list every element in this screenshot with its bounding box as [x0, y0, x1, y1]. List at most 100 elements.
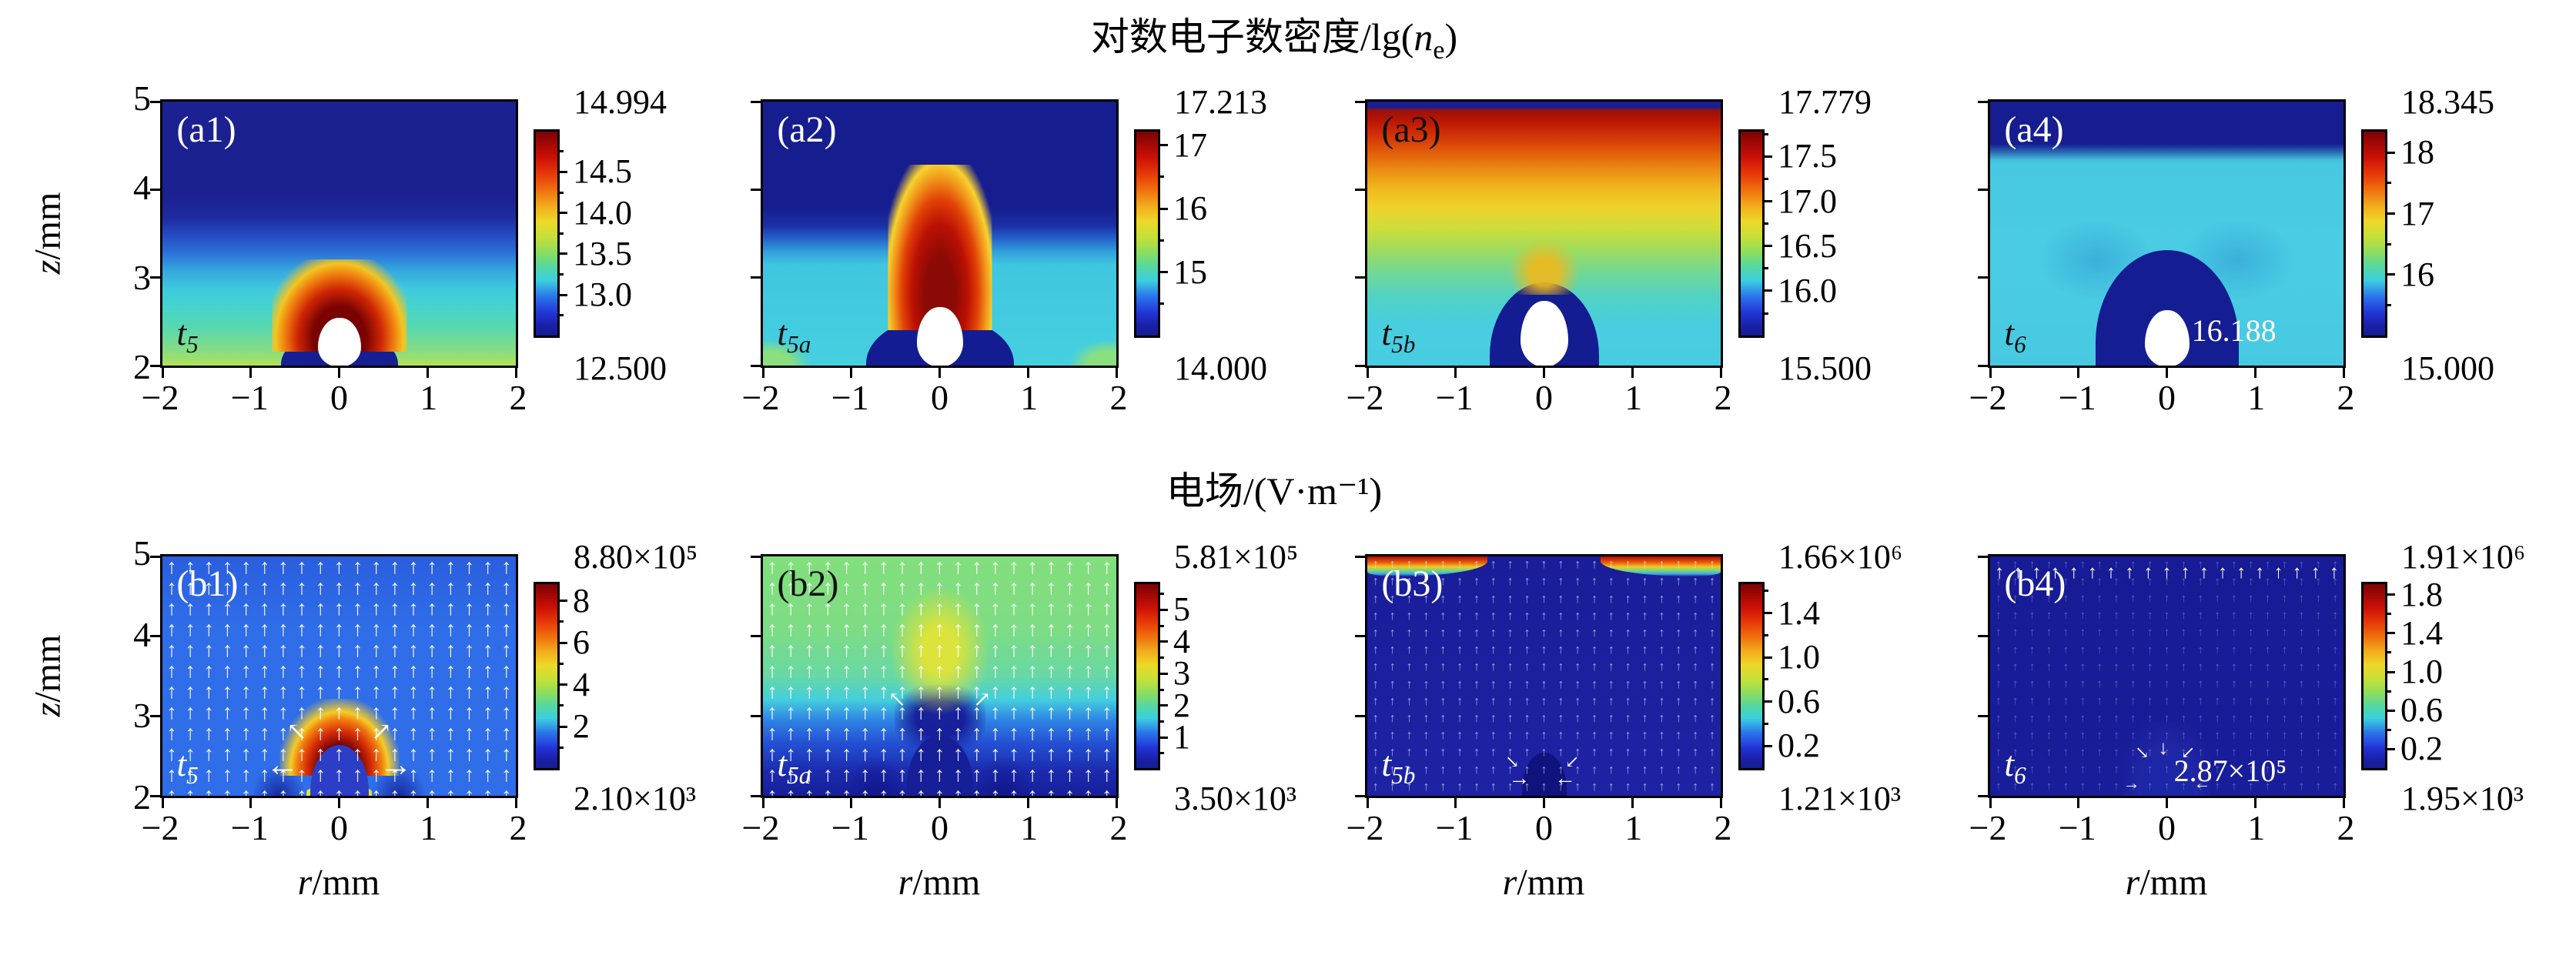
arrow-icon: ← — [1554, 767, 1577, 791]
plot-b2: ↑ ↑ ↑ ↑ ↑ ↑ ↑ ↑ ↑ ↑ ↑ ↑ ↑ ↑ ↑ ↑ ↑ ↑ ↑ ↑ ↑ ↑ ↑ ↑ ↑ ↑ ↑ ↑ ↑ ↑ ↑ ↑ ↑ ↑ ↑ ↑ ↑ ↑ ↑ ↑… — [751, 554, 1119, 808]
panel-label: (b3) — [1381, 563, 1444, 604]
glow-above-bubble — [1508, 239, 1580, 295]
colorbar-tick-label: 17.0 — [1778, 182, 1837, 220]
x-axis-label: r/mm — [1502, 862, 1585, 903]
colorbar-max: 17.213 — [1174, 83, 1267, 121]
colorbar-max: 1.66×10⁶ — [1778, 538, 1903, 576]
time-label: t5a — [777, 313, 811, 359]
colorbar-tick-label: 1.4 — [1778, 593, 1820, 632]
colorbar-tick-label: 14.5 — [573, 152, 632, 191]
dark-spot-left — [848, 757, 904, 796]
colorbar-b3: 1.66×10⁶ 1.4 1.0 0.6 0.2 1.21×10³ — [1738, 538, 1977, 817]
colorbar-min: 1.21×10³ — [1778, 780, 1902, 817]
x-tick-label: 0 — [2158, 808, 2176, 847]
arrow-icon: → — [2123, 773, 2140, 793]
colorbar-a3: 17.779 17.5 17.0 16.5 16.0 15.500 — [1738, 83, 1977, 387]
y-tick-label: 5 — [133, 78, 151, 118]
colorbar-tick-label: 2 — [1173, 686, 1190, 724]
x-tick-label: −2 — [1346, 808, 1384, 847]
x-tick-labels: −2 −1 0 1 2 — [1347, 807, 1732, 853]
colorbar-tick-label: 13.5 — [573, 234, 632, 272]
x-tick-label: 2 — [1109, 808, 1128, 847]
x-tick-label: −1 — [230, 378, 269, 417]
colorbar-tick-label: 1.0 — [2400, 653, 2443, 690]
colorbar-tick-label: 0.6 — [1778, 682, 1820, 720]
colorbar-tick-label: 16.0 — [1778, 271, 1837, 309]
plot-b3: ↑ ↑ ↑ ↑ ↑ ↑ ↑ ↑ ↑ ↑ ↑ ↑ ↑ ↑ ↑ ↑ ↑ ↑ ↑ ↑ ↑ ↑ ↑ ↑ ↑ ↑ ↑ ↑ ↑ ↑ ↑ ↑ ↑ ↑ ↑ ↑ ↑ ↑ ↑ ↑… — [1355, 554, 1723, 808]
time-label: t5a — [777, 744, 811, 790]
arrow-icon: ← — [2193, 773, 2211, 793]
colorbar-gradient: 17.5 17.0 16.5 16.0 — [1738, 129, 1837, 338]
yellow-plume — [888, 583, 992, 718]
y-tick-label: 4 — [133, 614, 151, 654]
panel-label: (b2) — [777, 563, 839, 604]
arrow-icon: ↖ — [888, 687, 907, 712]
x-tick-label: 0 — [1535, 808, 1553, 847]
colorbar-tick-label: 15 — [1173, 252, 1207, 291]
x-tick-labels: −2 −1 0 1 2 — [142, 377, 527, 423]
x-tick-label: −1 — [2058, 378, 2096, 417]
x-tick-label: 2 — [2337, 378, 2355, 417]
x-tick-label: −2 — [741, 808, 780, 847]
time-label: t5 — [176, 313, 199, 359]
colorbar-min: 14.000 — [1174, 349, 1267, 387]
plot-b4: ↑ ↑ ↑ ↑ ↑ ↑ ↑ ↑ ↑ ↑ ↑ ↑ ↑ ↑ ↑ ↑ ↑ ↑ ↑ ↑ ↑ ↑ ↑ ↑ ↑ ↑ ↑ ↑ ↑ ↑ ↑ ↑ ↑ ↑ ↑ ↑ ↑ ↑ ↑ ↑… — [1978, 554, 2346, 808]
arrow-icon: ↘ — [1504, 752, 1520, 772]
plot-a1: (a1) t5 — [150, 99, 518, 378]
x-axis-label: r/mm — [2125, 862, 2208, 903]
colorbar-max: 1.91×10⁶ — [2401, 538, 2526, 576]
time-label: t5b — [1381, 313, 1416, 359]
colorbar-tick-label: 2 — [573, 707, 590, 746]
x-tick-label: 2 — [1714, 808, 1732, 847]
colorbar-tick-label: 16 — [2400, 255, 2434, 293]
panel-label: (a3) — [1381, 109, 1441, 150]
colorbar-max: 5.81×10⁵ — [1174, 538, 1299, 576]
x-axis-label: r/mm — [297, 862, 380, 903]
x-tick-label: −2 — [1969, 808, 2007, 847]
colorbar-tick-label: 6 — [573, 623, 590, 662]
row-b-title: 电场/(V·m⁻¹) — [1166, 469, 1383, 513]
x-tick-label: 0 — [931, 378, 948, 417]
x-tick-labels: −2 −1 0 1 2 — [742, 377, 1128, 423]
bubble — [2144, 310, 2190, 366]
time-label: t5b — [1381, 744, 1416, 790]
plot-a3: (a3) t5b — [1355, 99, 1723, 378]
colorbar-gradient: 1.4 1.0 0.6 0.2 — [1738, 582, 1820, 770]
x-tick-label: 0 — [330, 378, 348, 417]
x-tick-label: 0 — [330, 808, 348, 847]
colorbar-tick-label: 1.4 — [2400, 613, 2443, 652]
bubble — [1520, 301, 1568, 366]
plot-b1: ↑ ↑ ↑ ↑ ↑ ↑ ↑ ↑ ↑ ↑ ↑ ↑ ↑ ↑ ↑ ↑ ↑ ↑ ↑ ↑ ↑ ↑ ↑ ↑ ↑ ↑ ↑ ↑ ↑ ↑ ↑ ↑ ↑ ↑ ↑ ↑ ↑ ↑ ↑ ↑… — [150, 554, 518, 808]
colorbar-a4: 18.345 18 17 16 15.000 — [2361, 83, 2576, 387]
bubble — [317, 318, 361, 366]
arrow-icon: ↓ — [2158, 736, 2169, 759]
colorbar-min: 15.500 — [1778, 349, 1872, 387]
x-tick-label: 1 — [1624, 808, 1643, 847]
x-tick-label: 1 — [420, 808, 438, 847]
x-tick-label: 1 — [1020, 808, 1039, 847]
y-tick-label: 3 — [133, 696, 151, 736]
y-tick-label: 2 — [133, 347, 151, 386]
colorbar-max: 18.345 — [2401, 83, 2494, 121]
colorbar-tick-label: 4 — [1173, 622, 1190, 660]
y-tick-label: 5 — [133, 533, 151, 573]
y-tick-label: 3 — [133, 257, 151, 297]
colorbar-tick-label: 1 — [1173, 718, 1190, 757]
colorbar-tick-label: 14.0 — [573, 193, 632, 232]
plasma-flame — [888, 165, 992, 330]
quiver-top-row: ↑ ↑ ↑ ↑ ↑ ↑ ↑ ↑ ↑ ↑ ↑ ↑ ↑ ↑ ↑ ↑ ↑ ↑ ↑ — [1995, 563, 2339, 583]
colorbar-a1: 14.994 14.5 14.0 13.5 13.0 12.500 — [534, 83, 772, 387]
colorbar-tick-label: 8 — [573, 581, 590, 620]
arrow-icon: → — [378, 745, 413, 783]
x-tick-label: 1 — [2247, 808, 2266, 847]
x-tick-label: −1 — [831, 808, 869, 847]
arrow-icon: ← — [266, 745, 300, 783]
colorbar-tick-label: 5 — [1173, 590, 1190, 629]
colorbar-tick-label: 4 — [573, 665, 590, 703]
arrow-icon: ↖ — [286, 717, 307, 746]
arrow-icon: ↙ — [1565, 752, 1580, 772]
colorbar-gradient: 18 17 16 — [2361, 129, 2434, 338]
x-tick-label: 2 — [1109, 378, 1128, 417]
plot-a2: (a2) t5a — [751, 99, 1119, 378]
